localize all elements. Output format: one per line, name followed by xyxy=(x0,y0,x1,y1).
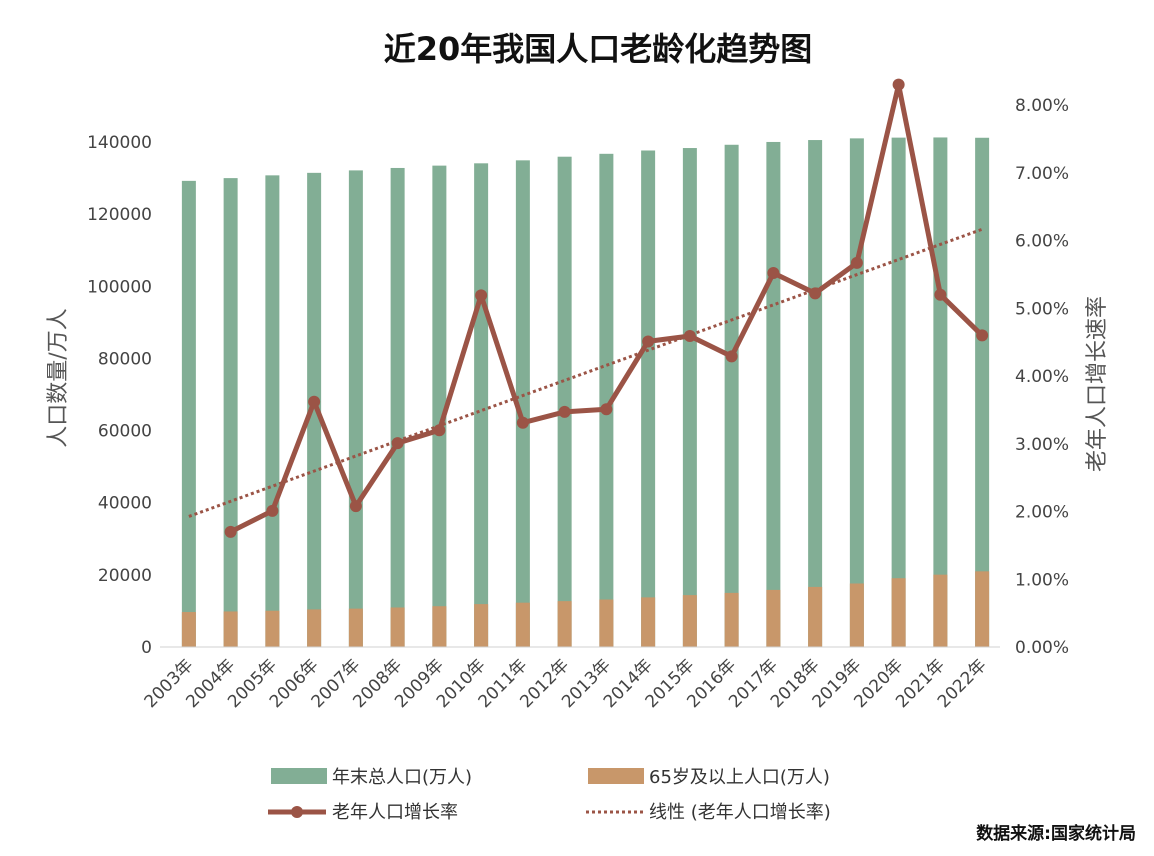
bar-elderly-population xyxy=(933,574,948,647)
legend-label-total: 年末总人口(万人) xyxy=(332,767,472,788)
growth-rate-point xyxy=(642,335,655,348)
legend-swatch-growth-marker xyxy=(291,806,303,818)
right-tick-label: 4.00% xyxy=(1015,367,1069,387)
growth-rate-point xyxy=(308,395,321,408)
bar-total-population xyxy=(891,137,906,647)
left-tick-label: 40000 xyxy=(98,494,152,514)
growth-rate-point xyxy=(767,267,780,280)
left-tick-label: 20000 xyxy=(98,566,152,586)
legend-label-growth: 老年人口增长率 xyxy=(332,802,458,823)
bar-elderly-population xyxy=(348,608,363,647)
growth-rate-point xyxy=(558,405,571,418)
bar-total-population xyxy=(557,156,572,647)
bar-total-population xyxy=(390,167,405,647)
left-tick-label: 100000 xyxy=(87,277,152,297)
right-tick-label: 5.00% xyxy=(1015,299,1069,319)
bar-total-population xyxy=(975,137,990,648)
bar-elderly-population xyxy=(891,578,906,647)
trendline-layer xyxy=(188,227,983,518)
right-tick-label: 1.00% xyxy=(1015,570,1069,590)
bar-elderly-population xyxy=(682,595,697,647)
growth-rate-point xyxy=(809,287,822,300)
left-tick-label: 140000 xyxy=(87,133,152,153)
bar-total-population xyxy=(223,178,238,647)
bar-elderly-population xyxy=(307,609,322,647)
bar-total-population xyxy=(265,175,280,647)
left-axis-ticks: 0 20000 40000 60000 80000 100000 120000 140000 xyxy=(87,133,152,658)
growth-rate-point xyxy=(391,437,404,450)
bar-total-population xyxy=(849,138,864,647)
growth-rate-point xyxy=(892,78,905,91)
bar-total-population xyxy=(641,150,656,647)
right-tick-label: 2.00% xyxy=(1015,503,1069,523)
bar-total-population xyxy=(599,153,614,647)
bar-elderly-population xyxy=(599,599,614,647)
legend: 年末总人口(万人) 65岁及以上人口(万人) 老年人口增长率 线性 (老年人口增… xyxy=(268,767,831,823)
growth-rate-point xyxy=(600,403,613,416)
bar-elderly-population xyxy=(515,602,530,647)
left-tick-label: 60000 xyxy=(98,422,152,442)
growth-rate-point xyxy=(725,350,738,363)
growth-rate-point xyxy=(475,289,488,302)
growth-rate-point xyxy=(934,288,947,301)
growth-rate-point xyxy=(266,504,279,517)
line-layer xyxy=(224,78,989,538)
bar-total-population xyxy=(682,148,697,647)
left-tick-label: 0 xyxy=(141,638,152,658)
data-source: 数据来源:国家统计局 xyxy=(976,823,1136,844)
right-axis-ticks: 0.00% 1.00% 2.00% 3.00% 4.00% 5.00% 6.00% 7.00%… xyxy=(1015,96,1069,658)
growth-rate-point xyxy=(433,424,446,437)
bar-elderly-population xyxy=(223,611,238,647)
growth-rate-point xyxy=(349,500,362,513)
bar-elderly-population xyxy=(849,583,864,647)
bar-elderly-population xyxy=(432,606,447,647)
legend-swatch-total xyxy=(271,768,327,784)
left-tick-label: 80000 xyxy=(98,349,152,369)
bar-total-population xyxy=(766,141,781,647)
left-axis-title: 人口数量/万人 xyxy=(46,308,71,447)
bar-total-population xyxy=(432,165,447,648)
legend-swatch-elderly xyxy=(588,768,644,784)
bar-elderly-population xyxy=(808,586,823,647)
bar-elderly-population xyxy=(474,604,489,647)
legend-label-elderly: 65岁及以上人口(万人) xyxy=(649,767,830,788)
bar-total-population xyxy=(933,137,948,647)
bar-elderly-population xyxy=(557,601,572,647)
bar-total-population xyxy=(808,140,823,648)
bar-elderly-population xyxy=(390,607,405,647)
bar-elderly-population xyxy=(724,592,739,647)
trendline xyxy=(188,227,983,518)
x-axis-ticks: 2003年2004年2005年2006年2007年2008年2009年2010年… xyxy=(141,655,991,712)
bar-elderly-population xyxy=(265,610,280,647)
growth-rate-point xyxy=(683,330,696,343)
right-tick-label: 7.00% xyxy=(1015,164,1069,184)
bar-elderly-population xyxy=(975,571,990,647)
bars-layer xyxy=(181,137,990,648)
bar-total-population xyxy=(181,180,196,648)
bar-total-population xyxy=(474,163,489,647)
growth-rate-point xyxy=(850,256,863,269)
chart-title: 近20年我国人口老龄化趋势图 xyxy=(384,30,813,68)
bar-elderly-population xyxy=(641,597,656,647)
right-axis-title: 老年人口增长速率 xyxy=(1085,296,1110,472)
bar-elderly-population xyxy=(766,589,781,647)
bar-total-population xyxy=(724,144,739,648)
right-tick-label: 8.00% xyxy=(1015,96,1069,116)
legend-label-trendline: 线性 (老年人口增长率) xyxy=(649,802,831,823)
right-tick-label: 3.00% xyxy=(1015,435,1069,455)
growth-rate-point xyxy=(224,525,237,538)
bar-total-population xyxy=(307,172,322,648)
growth-rate-point xyxy=(516,416,529,429)
bar-total-population xyxy=(515,160,530,647)
growth-rate-point xyxy=(976,329,989,342)
left-tick-label: 120000 xyxy=(87,205,152,225)
bar-elderly-population xyxy=(181,612,196,647)
bar-total-population xyxy=(348,170,363,647)
right-tick-label: 6.00% xyxy=(1015,232,1069,252)
right-tick-label: 0.00% xyxy=(1015,638,1069,658)
